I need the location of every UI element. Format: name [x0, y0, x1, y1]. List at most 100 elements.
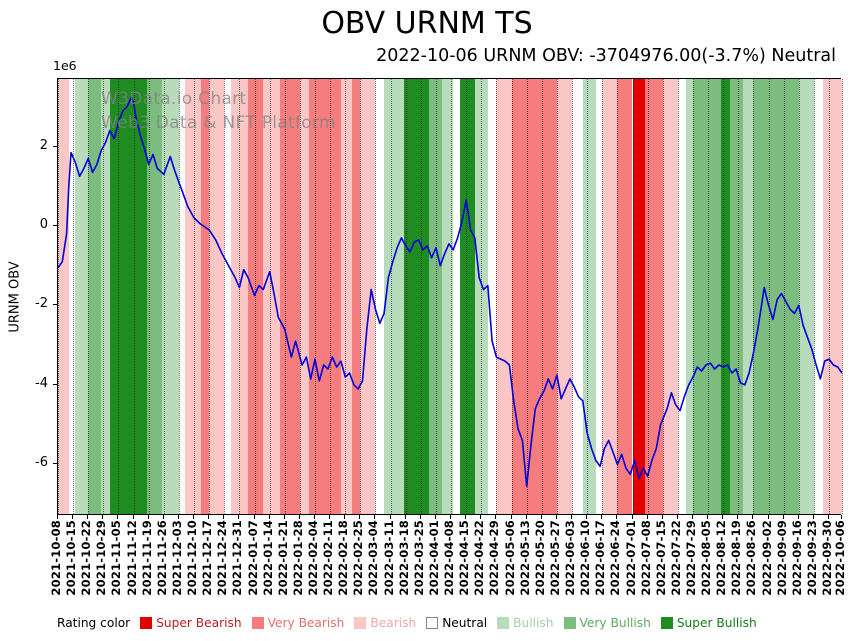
x-tick-label: 2022-05-20	[532, 520, 547, 596]
x-tick-mark	[329, 515, 331, 519]
x-tick-label: 2022-09-09	[774, 520, 789, 596]
rating-band	[224, 79, 231, 514]
legend-title: Rating color	[57, 616, 131, 630]
x-tick-mark	[359, 515, 361, 519]
gridline	[254, 79, 256, 514]
x-tick-label: 2022-04-08	[442, 520, 457, 596]
rating-band	[496, 79, 512, 514]
x-tick-label: 2022-01-21	[275, 520, 290, 596]
x-tick-mark	[298, 515, 300, 519]
x-tick-label: 2021-10-08	[49, 520, 63, 596]
y-axis-offset-label: 1e6	[53, 58, 77, 73]
x-tick-mark	[782, 515, 784, 519]
x-tick-label: 2021-12-10	[185, 520, 200, 596]
x-tick-mark	[510, 515, 512, 519]
rating-band	[351, 79, 361, 514]
x-tick-label: 2022-07-29	[683, 520, 698, 596]
x-tick-label: 2021-10-15	[64, 520, 79, 596]
x-tick-mark	[268, 515, 270, 519]
x-tick-label: 2022-09-02	[759, 520, 774, 596]
legend-label: Very Bullish	[579, 616, 651, 630]
x-tick-label: 2022-08-26	[744, 520, 759, 596]
gridline	[587, 79, 589, 514]
gridline	[299, 79, 301, 514]
x-tick-mark	[193, 515, 195, 519]
x-tick-mark	[752, 515, 754, 519]
x-tick-label: 2021-12-03	[169, 520, 184, 596]
plot-area: W3Data.io Chart Web3 Data & NFT Platform	[57, 78, 843, 515]
x-tick-mark	[404, 515, 406, 519]
legend-swatch	[660, 617, 673, 629]
x-tick-mark	[631, 515, 633, 519]
gridline	[617, 79, 619, 514]
gridline	[842, 79, 843, 514]
legend-label: Very Bearish	[267, 616, 345, 630]
gridline	[647, 79, 649, 514]
gridline	[405, 79, 407, 514]
x-tick-mark	[283, 515, 285, 519]
x-tick-mark	[238, 515, 240, 519]
x-tick-mark	[480, 515, 482, 519]
watermark-line2: Web3 Data & NFT Platform	[101, 113, 336, 133]
watermark-line1: W3Data.io Chart	[101, 89, 247, 109]
x-tick-mark	[707, 515, 709, 519]
x-tick-mark	[586, 515, 588, 519]
x-tick-label: 2022-07-22	[668, 520, 683, 596]
rating-band	[299, 79, 309, 514]
legend-swatch	[497, 617, 510, 629]
rating-band	[109, 79, 147, 514]
y-tick-mark	[53, 145, 57, 147]
x-tick-label: 2022-02-11	[321, 520, 336, 596]
gridline	[768, 79, 770, 514]
rating-band	[474, 79, 488, 514]
rating-band	[632, 79, 646, 514]
x-tick-label: 2022-03-18	[396, 520, 411, 596]
x-tick-label: 2022-09-16	[789, 520, 804, 596]
legend-label: Bullish	[513, 616, 554, 630]
x-tick-label: 2022-05-13	[517, 520, 532, 596]
x-tick-mark	[374, 515, 376, 519]
gridline	[420, 79, 422, 514]
gridline	[73, 79, 75, 514]
gridline	[556, 79, 558, 514]
x-tick-label: 2022-07-15	[653, 520, 668, 596]
x-tick-mark	[314, 515, 315, 519]
gridline	[360, 79, 362, 514]
rating-band	[68, 79, 76, 514]
rating-band	[340, 79, 352, 514]
rating-band	[263, 79, 281, 514]
gridline	[194, 79, 196, 514]
legend-item: Super Bullish	[660, 616, 757, 630]
y-tick-label: -4	[35, 375, 48, 391]
legend-item: Bullish	[497, 616, 554, 630]
x-tick-mark	[646, 515, 648, 519]
rating-band	[692, 79, 722, 514]
legend-label: Bearish	[370, 616, 417, 630]
gridline	[375, 79, 377, 514]
x-tick-label: 2022-04-29	[487, 520, 502, 596]
y-tick-label: 2	[39, 137, 48, 153]
x-tick-mark	[450, 515, 452, 519]
x-tick-mark	[767, 515, 769, 519]
gridline	[88, 79, 90, 514]
rating-band	[209, 79, 225, 514]
legend-item: Very Bearish	[251, 616, 345, 630]
rating-band	[686, 79, 693, 514]
x-tick-mark	[676, 515, 678, 519]
rating-band	[813, 79, 823, 514]
x-tick-label: 2022-08-05	[699, 520, 714, 596]
rating-band	[582, 79, 596, 514]
x-tick-mark	[540, 515, 542, 519]
x-tick-label: 2021-10-22	[79, 520, 94, 596]
legend-swatch	[426, 617, 439, 629]
rating-band	[729, 79, 743, 514]
gridline	[103, 79, 105, 514]
x-tick-label: 2022-03-25	[411, 520, 426, 596]
x-tick-mark	[571, 515, 573, 519]
legend-swatch	[354, 617, 367, 629]
gridline	[677, 79, 679, 514]
rating-band	[88, 79, 102, 514]
x-tick-mark	[57, 515, 58, 519]
x-tick-mark	[616, 515, 618, 519]
x-tick-mark	[87, 515, 89, 519]
